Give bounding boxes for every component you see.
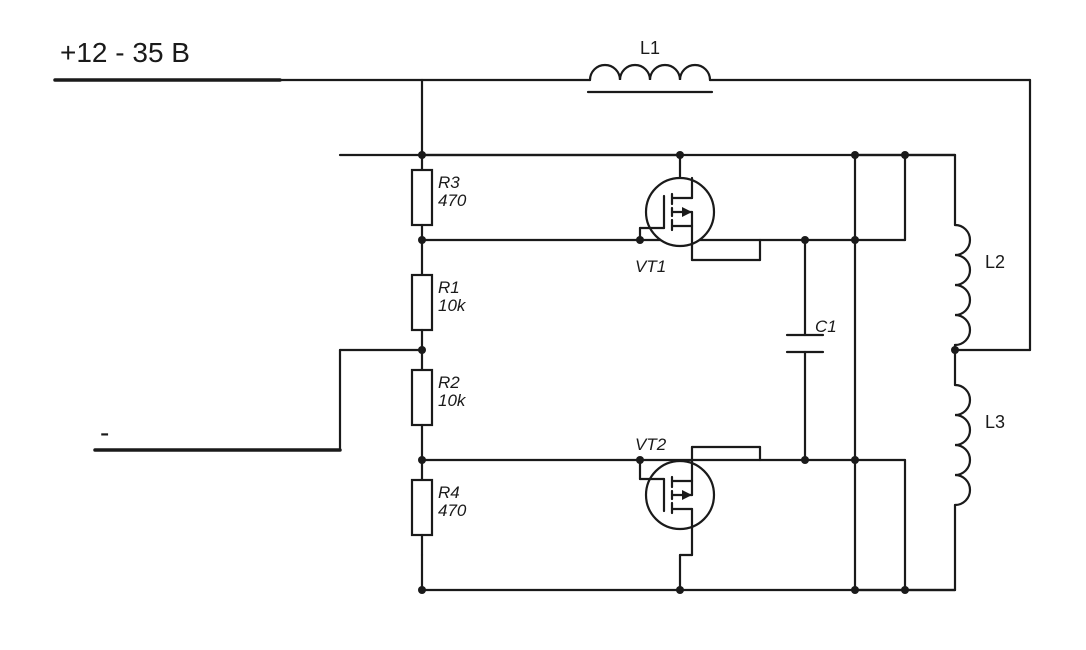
inductor-l2 <box>955 225 970 345</box>
r1-ref: R1 <box>438 278 460 297</box>
supply-label: +12 - 35 В <box>60 37 190 68</box>
vt1-ref: VT1 <box>635 257 666 276</box>
minus-label: - <box>100 417 109 448</box>
r2-val: 10k <box>438 391 467 410</box>
circuit-schematic: +12 - 35 В - L1 L2 L3 R3 470 R1 10k R2 1… <box>0 0 1086 650</box>
r4-ref: R4 <box>438 483 460 502</box>
inductor-l1 <box>588 65 712 92</box>
capacitor-c1 <box>787 240 823 460</box>
l3-ref: L3 <box>985 412 1005 432</box>
mosfet-vt1 <box>640 178 714 246</box>
vt2-ref: VT2 <box>635 435 667 454</box>
resistor-r2 <box>412 370 432 425</box>
r3-val: 470 <box>438 191 467 210</box>
r2-ref: R2 <box>438 373 460 392</box>
c1-ref: C1 <box>815 317 837 336</box>
l2-ref: L2 <box>985 252 1005 272</box>
resistor-r1 <box>412 275 432 330</box>
resistor-r4 <box>412 460 432 555</box>
l1-ref: L1 <box>640 38 660 58</box>
r1-val: 10k <box>438 296 467 315</box>
r3-ref: R3 <box>438 173 460 192</box>
mosfet-vt2 <box>640 460 714 529</box>
resistor-r3 <box>412 155 432 240</box>
r4-val: 470 <box>438 501 467 520</box>
inductor-l3 <box>955 385 970 505</box>
